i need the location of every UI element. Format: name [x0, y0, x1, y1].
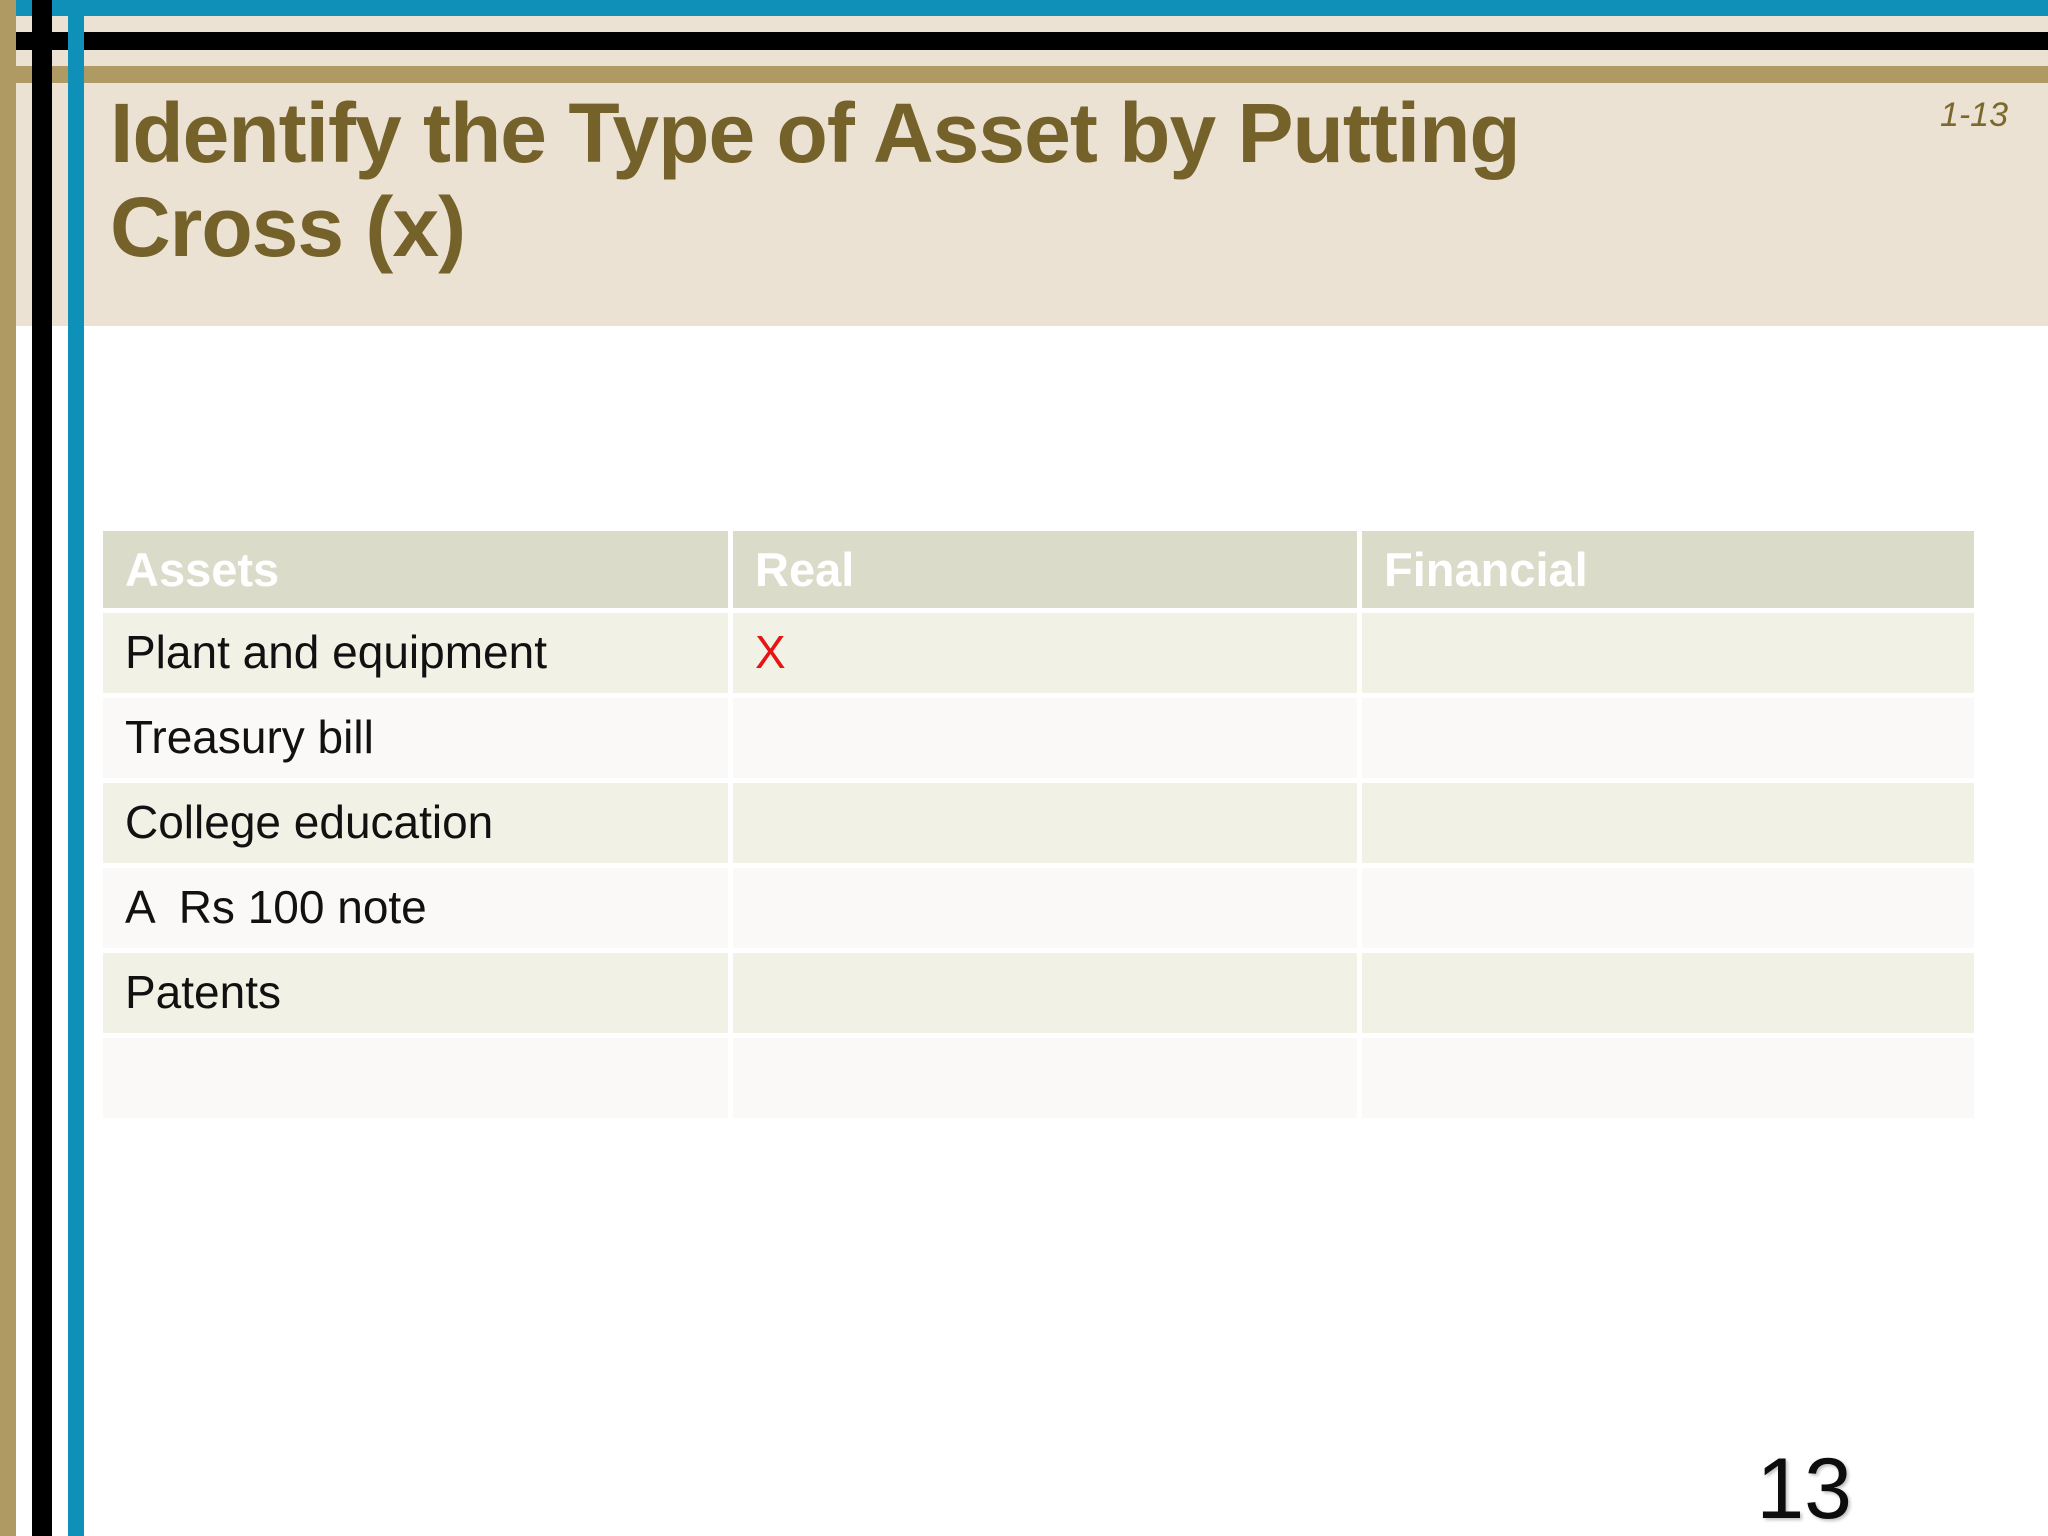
assets-table: Assets Real Financial Plant and equipmen… [103, 531, 1974, 1118]
asset-cell: College education [103, 783, 728, 863]
financial-cell [1362, 1038, 1974, 1118]
asset-cell: Plant and equipment [103, 613, 728, 693]
real-cell [733, 953, 1357, 1033]
column-header-assets: Assets [103, 531, 728, 608]
financial-cell [1362, 868, 1974, 948]
asset-cell: A Rs 100 note [103, 868, 728, 948]
real-cell [733, 1038, 1357, 1118]
top-blue-stripe [0, 0, 2048, 16]
left-black-stripe [32, 0, 52, 1536]
real-cell [733, 698, 1357, 778]
left-blue-stripe [68, 0, 84, 1536]
real-cell [733, 783, 1357, 863]
column-header-financial: Financial [1362, 531, 1974, 608]
top-black-stripe [0, 32, 2048, 50]
page-number: 13 [1756, 1441, 1852, 1536]
asset-cell: Treasury bill [103, 698, 728, 778]
asset-cell [103, 1038, 728, 1118]
title-banner [0, 0, 2048, 326]
real-cell: X [733, 613, 1357, 693]
top-tan-stripe [0, 66, 2048, 83]
financial-cell [1362, 698, 1974, 778]
financial-cell [1362, 613, 1974, 693]
financial-cell [1362, 783, 1974, 863]
asset-cell: Patents [103, 953, 728, 1033]
slide-title-line-2: Cross (x) [110, 180, 466, 275]
slide-title-line-1: Identify the Type of Asset by Putting [110, 86, 1521, 180]
column-header-real: Real [733, 531, 1357, 608]
left-tan-stripe [0, 0, 16, 1536]
real-cell [733, 868, 1357, 948]
slide-title: Identify the Type of Asset by Putting Cr… [110, 86, 1521, 275]
financial-cell [1362, 953, 1974, 1033]
slide-ref-number: 1-13 [1939, 96, 2008, 134]
